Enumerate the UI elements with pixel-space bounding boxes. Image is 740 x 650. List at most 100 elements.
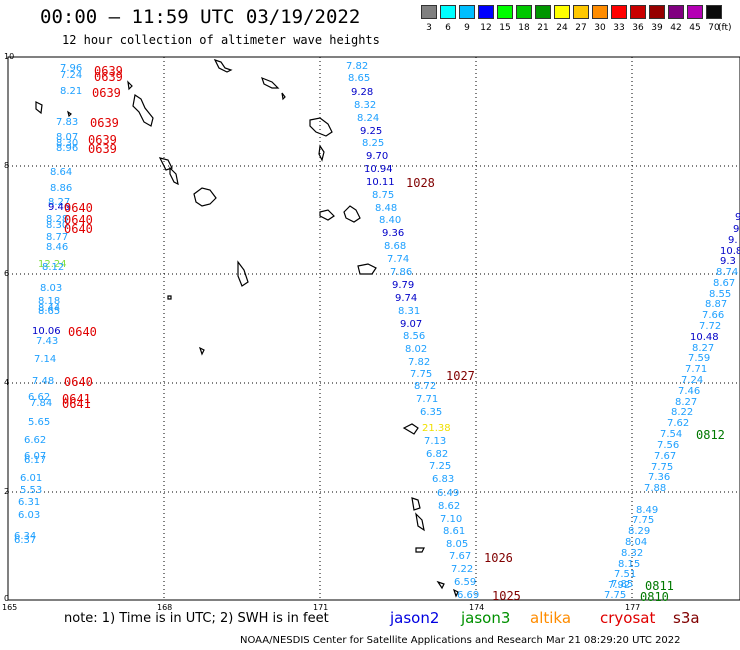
- wave-height-label: 7.46: [678, 386, 701, 397]
- color-bar-label: 27: [575, 23, 587, 33]
- x-tick-label: 165: [2, 603, 18, 612]
- wave-height-label: 10.11: [366, 177, 395, 188]
- wave-height-label: 8.67: [713, 278, 736, 289]
- wave-height-label: 8.05: [446, 539, 469, 550]
- color-swatch: [440, 5, 456, 19]
- wave-height-label: 6.62: [28, 392, 51, 403]
- wave-height-label: 8.49: [636, 505, 659, 516]
- time-label: 0640: [64, 375, 93, 389]
- wave-height-label: 8.21: [60, 86, 83, 97]
- wave-height-label: 8.28: [46, 214, 69, 225]
- color-bar-label: 30: [594, 23, 606, 33]
- wave-height-label: 8.96: [56, 143, 79, 154]
- wave-height-label: 8.18: [38, 296, 61, 307]
- wave-height-label: 8.65: [38, 306, 61, 317]
- island: [415, 512, 425, 532]
- island-outlines: [35, 58, 459, 598]
- wave-height-label: 8.64: [50, 167, 73, 178]
- y-tick-label: 6: [4, 269, 10, 278]
- credit-line: NOAA/NESDIS Center for Satellite Applica…: [240, 635, 681, 646]
- y-tick-label: 4: [4, 378, 10, 387]
- wave-height-label: 8.86: [50, 183, 73, 194]
- color-swatch: [573, 5, 589, 19]
- wave-height-label: 6.01: [20, 473, 43, 484]
- legend-s3a: s3a: [673, 609, 700, 627]
- color-swatch: [649, 5, 665, 19]
- color-bar-unit: (ft): [718, 23, 732, 33]
- wave-height-label: 8.32: [354, 100, 377, 111]
- wave-height-label: 9.70: [366, 151, 389, 162]
- wave-height-label: 6.07: [24, 451, 47, 462]
- time-label: 0640: [64, 213, 93, 227]
- island: [261, 76, 280, 89]
- wave-height-label: 8.87: [705, 299, 728, 310]
- color-bar-label: 12: [480, 23, 492, 33]
- time-label: 0639: [90, 116, 119, 130]
- wave-height-label: 7.96: [60, 63, 83, 74]
- footnote: note: 1) Time is in UTC; 2) SWH is in fe…: [64, 611, 329, 626]
- wave-height-label: 7.54: [660, 429, 683, 440]
- x-tick-label: 171: [313, 603, 329, 612]
- island: [343, 205, 361, 223]
- wave-height-label: 9.: [733, 224, 740, 235]
- time-label: 0639: [94, 64, 123, 78]
- wave-height-label: 7.75: [651, 462, 674, 473]
- time-label: 0640: [64, 201, 93, 215]
- time-label: 1026: [484, 551, 513, 565]
- wave-height-label: 8.77: [46, 232, 69, 243]
- wave-height-label: 8.07: [56, 132, 79, 143]
- wave-height-label: 9.3: [720, 256, 736, 267]
- wave-height-label: 7.25: [429, 461, 452, 472]
- time-label: 1025: [492, 589, 521, 603]
- wave-height-label: 5.53: [20, 485, 43, 496]
- color-bar-label: 42: [670, 23, 682, 33]
- wave-height-label: 6.34: [14, 531, 37, 542]
- wave-height-label: 7.22: [451, 564, 474, 575]
- wave-height-label: 7.85: [611, 579, 634, 590]
- island: [319, 209, 335, 221]
- x-tick-label: 168: [157, 603, 173, 612]
- color-swatch: [535, 5, 551, 19]
- wave-height-label: 7.92: [608, 580, 631, 591]
- wave-height-label: 7.43: [36, 336, 59, 347]
- island: [167, 295, 172, 300]
- time-label: 0812: [696, 428, 725, 442]
- color-swatch: [554, 5, 570, 19]
- wave-height-label: 7.74: [387, 254, 410, 265]
- map-frame: [7, 56, 740, 601]
- wave-height-label: 8.40: [379, 215, 402, 226]
- y-tick-label: 10: [4, 52, 15, 61]
- time-label: 0640: [64, 222, 93, 236]
- wave-height-label: 8.03: [40, 283, 63, 294]
- color-swatch: [478, 5, 494, 19]
- wave-height-label: 8.48: [375, 203, 398, 214]
- island: [357, 263, 377, 275]
- x-tick-label: 174: [469, 603, 485, 612]
- wave-height-label: 7.59: [688, 353, 711, 364]
- wave-height-label: 10.94: [364, 164, 393, 175]
- wave-height-label: 8.74: [716, 267, 739, 278]
- wave-height-label: 7.67: [654, 451, 677, 462]
- wave-height-label: 7.71: [685, 364, 708, 375]
- wave-height-label: 7.75: [410, 369, 433, 380]
- wave-height-label: 7.83: [56, 117, 79, 128]
- wave-height-label: 6.37: [14, 535, 37, 546]
- wave-height-label: 7.10: [440, 514, 463, 525]
- time-label: 1027: [446, 369, 475, 383]
- wave-height-label: 7.82: [408, 357, 431, 368]
- map-title: 00:00 – 11:59 UTC 03/19/2022: [40, 6, 361, 28]
- island: [436, 580, 445, 590]
- time-label: 0639: [92, 86, 121, 100]
- island: [281, 92, 286, 101]
- wave-height-label: 5.65: [28, 417, 51, 428]
- wave-height-label: 10.06: [32, 326, 61, 337]
- color-bar-label: 21: [537, 23, 549, 33]
- time-label: 0639: [88, 142, 117, 156]
- legend-altika: altika: [530, 609, 572, 627]
- color-bar-label: 36: [632, 23, 644, 33]
- color-swatch: [421, 5, 437, 19]
- wave-height-label: 7.66: [702, 310, 725, 321]
- time-label: 0810: [640, 590, 669, 604]
- wave-height-label: 7.86: [390, 267, 413, 278]
